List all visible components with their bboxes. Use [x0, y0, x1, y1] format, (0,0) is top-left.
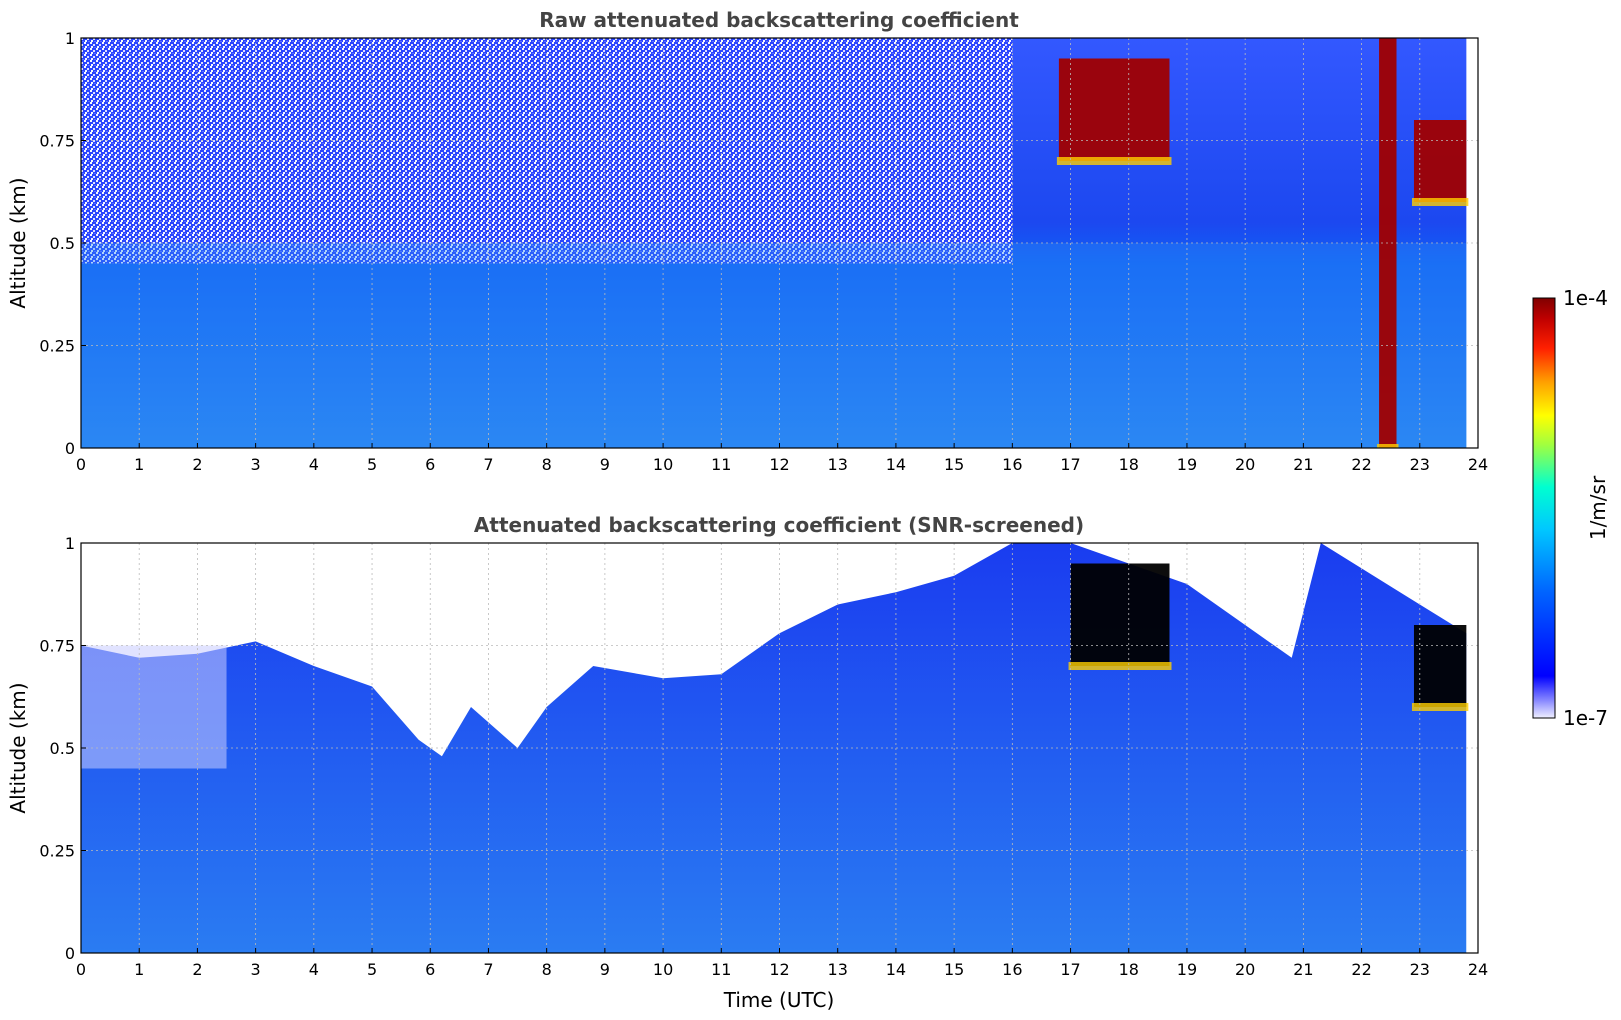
x-tick-label: 19 [1177, 455, 1197, 474]
x-tick-label: 13 [828, 960, 848, 979]
x-tick-label: 7 [483, 455, 493, 474]
x-tick-label: 13 [828, 455, 848, 474]
x-tick-label: 3 [251, 960, 261, 979]
x-tick-label: 14 [886, 455, 906, 474]
x-tick-label: 1 [134, 455, 144, 474]
heatmap-feature [1413, 625, 1467, 707]
cloud-edge [1377, 444, 1399, 448]
x-tick-label: 23 [1410, 455, 1430, 474]
x-tick-label: 10 [653, 455, 673, 474]
x-tick-label: 18 [1119, 455, 1139, 474]
x-tick-label: 7 [483, 960, 493, 979]
x-tick-label: 2 [192, 455, 202, 474]
y-tick-label: 0 [65, 439, 75, 458]
x-tick-label: 18 [1119, 960, 1139, 979]
heatmap-feature [1058, 58, 1170, 161]
cloud-edge [1411, 198, 1469, 206]
x-tick-label: 10 [653, 960, 673, 979]
x-tick-label: 19 [1177, 960, 1197, 979]
x-tick-label: 3 [251, 455, 261, 474]
chart-title: Attenuated backscattering coefficient (S… [474, 513, 1084, 537]
grid [81, 38, 1478, 448]
cloud-edge [1411, 703, 1469, 711]
x-tick-label: 14 [886, 960, 906, 979]
panel-screened: Attenuated backscattering coefficient (S… [6, 513, 1488, 1012]
x-tick-label: 21 [1293, 960, 1313, 979]
x-tick-label: 0 [76, 960, 86, 979]
x-tick-label: 24 [1468, 960, 1488, 979]
x-tick-label: 1 [134, 960, 144, 979]
x-tick-label: 9 [600, 960, 610, 979]
x-tick-label: 22 [1351, 455, 1371, 474]
x-tick-label: 0 [76, 455, 86, 474]
heatmap-feature [1070, 563, 1170, 666]
colorbar-scale [1532, 297, 1556, 719]
y-tick-label: 1 [65, 534, 75, 553]
y-tick-label: 0 [65, 944, 75, 963]
cloud-edge [1056, 157, 1172, 165]
colorbar-max-label: 1e-4 [1563, 286, 1608, 310]
x-tick-label: 20 [1235, 455, 1255, 474]
heatmap-feature [81, 38, 1013, 264]
grid [81, 543, 1478, 953]
colorbar: 1e-4 1e-7 1/m/sr [1532, 286, 1610, 730]
x-tick-label: 9 [600, 455, 610, 474]
y-tick-label: 0.5 [50, 739, 75, 758]
x-tick-label: 17 [1060, 455, 1080, 474]
x-tick-label: 16 [1002, 455, 1022, 474]
x-tick-label: 2 [192, 960, 202, 979]
y-axis-label: Altitude (km) [6, 682, 30, 813]
x-tick-label: 6 [425, 455, 435, 474]
x-tick-label: 11 [711, 960, 731, 979]
x-tick-label: 21 [1293, 455, 1313, 474]
y-tick-label: 1 [65, 29, 75, 48]
heatmap-feature [1413, 120, 1467, 202]
x-tick-label: 8 [542, 960, 552, 979]
y-tick-label: 0.5 [50, 234, 75, 253]
x-tick-label: 11 [711, 455, 731, 474]
low-snr-region [81, 645, 227, 769]
x-tick-label: 15 [944, 960, 964, 979]
x-tick-label: 5 [367, 960, 377, 979]
x-tick-label: 12 [769, 455, 789, 474]
y-tick-label: 0.75 [39, 132, 75, 151]
x-tick-label: 16 [1002, 960, 1022, 979]
x-tick-label: 15 [944, 455, 964, 474]
colorbar-label: 1/m/sr [1586, 475, 1610, 540]
chart-title: Raw attenuated backscattering coefficien… [539, 8, 1019, 32]
panel-raw: Raw attenuated backscattering coefficien… [6, 8, 1488, 474]
x-tick-label: 4 [309, 455, 319, 474]
x-tick-label: 17 [1060, 960, 1080, 979]
x-tick-label: 8 [542, 455, 552, 474]
colorbar-min-label: 1e-7 [1563, 706, 1608, 730]
x-tick-label: 20 [1235, 960, 1255, 979]
x-tick-label: 5 [367, 455, 377, 474]
x-tick-label: 4 [309, 960, 319, 979]
x-tick-label: 23 [1410, 960, 1430, 979]
heatmap-feature [81, 243, 1467, 448]
x-tick-label: 6 [425, 960, 435, 979]
x-tick-label: 24 [1468, 455, 1488, 474]
cloud-edge [1068, 662, 1172, 670]
y-tick-label: 0.75 [39, 637, 75, 656]
y-tick-label: 0.25 [39, 337, 75, 356]
x-tick-label: 22 [1351, 960, 1371, 979]
x-tick-label: 12 [769, 960, 789, 979]
y-axis-label: Altitude (km) [6, 177, 30, 308]
x-axis-label: Time (UTC) [723, 988, 835, 1012]
y-tick-label: 0.25 [39, 842, 75, 861]
